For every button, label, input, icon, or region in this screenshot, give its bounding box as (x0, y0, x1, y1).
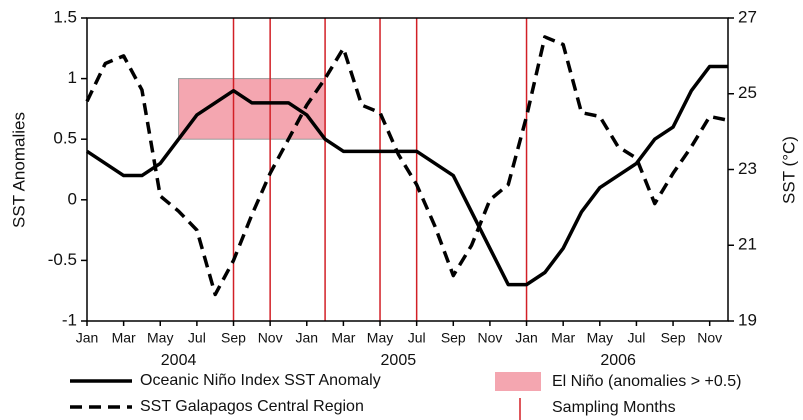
x-tick-label: May (147, 330, 173, 346)
x-tick-label: Jan (76, 330, 99, 346)
y-tick-label: 1.5 (53, 7, 77, 26)
y-axis-title: SST Anomalies (9, 112, 28, 228)
x-tick-label: Sep (441, 330, 466, 346)
y-tick-label: 1 (68, 68, 77, 87)
x-tick-label: Sep (221, 330, 246, 346)
y2-tick-label: 21 (738, 235, 757, 254)
y-tick-label: -1 (62, 310, 77, 329)
y2-tick-label: 27 (738, 7, 757, 26)
x-tick-label: Mar (112, 330, 136, 346)
y2-tick-label: 23 (738, 159, 757, 178)
legend-label: Sampling Months (552, 399, 676, 416)
year-label: 2005 (381, 352, 417, 369)
y2-tick-label: 25 (738, 83, 757, 102)
x-tick-label: Mar (551, 330, 575, 346)
year-label: 2004 (161, 352, 197, 369)
x-tick-label: Jul (188, 330, 206, 346)
x-tick-label: May (587, 330, 613, 346)
year-label: 2006 (600, 352, 636, 369)
x-tick-label: Jul (408, 330, 426, 346)
y2-tick-label: 19 (738, 310, 757, 329)
legend-label: Oceanic Niño Index SST Anomaly (140, 372, 381, 389)
x-tick-label: Nov (477, 330, 502, 346)
x-tick-label: Mar (331, 330, 355, 346)
series-line (85, 35, 729, 297)
legend-swatch (495, 372, 541, 391)
y-tick-label: -0.5 (48, 250, 77, 269)
x-tick-label: Nov (697, 330, 722, 346)
x-tick-label: Sep (661, 330, 686, 346)
y-tick-label: 0.5 (53, 129, 77, 148)
x-tick-label: Jan (295, 330, 318, 346)
x-tick-label: Jul (627, 330, 645, 346)
series-line (86, 64, 728, 287)
legend-label: El Niño (anomalies > +0.5) (552, 373, 741, 390)
legend-label: SST Galapagos Central Region (140, 398, 364, 415)
x-tick-label: Jan (515, 330, 538, 346)
x-tick-label: May (367, 330, 393, 346)
el-nino-region (178, 78, 326, 140)
y-tick-label: 0 (68, 189, 77, 208)
y2-axis-title: SST (°C) (779, 136, 798, 204)
x-tick-label: Nov (258, 330, 283, 346)
